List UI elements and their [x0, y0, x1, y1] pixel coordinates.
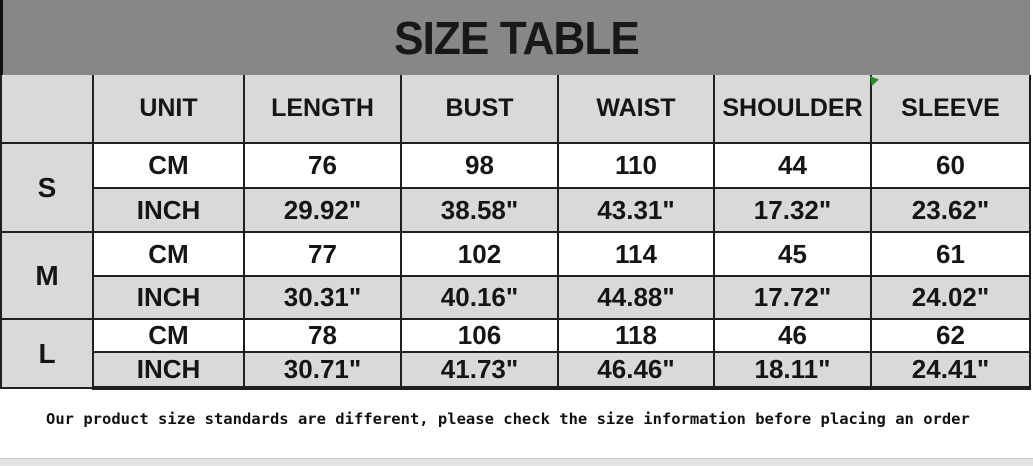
- unit-cell: INCH: [92, 275, 245, 320]
- size-disclaimer: Our product size standards are different…: [46, 410, 970, 428]
- green-glitch-icon: [870, 76, 879, 86]
- unit-cell: CM: [92, 318, 245, 353]
- value-cell: 61: [870, 231, 1031, 277]
- value-cell: 29.92": [243, 187, 402, 233]
- value-cell: 78: [243, 318, 402, 353]
- value-cell: 60: [870, 142, 1031, 189]
- col-header-length: LENGTH: [243, 75, 402, 144]
- size-label-s: S: [0, 142, 94, 233]
- value-cell: 18.11": [713, 351, 872, 390]
- col-header-unit: UNIT: [92, 75, 245, 144]
- col-header-waist: WAIST: [557, 75, 715, 144]
- value-cell: 62: [870, 318, 1031, 353]
- value-cell: 30.71": [243, 351, 402, 390]
- table-row: INCH 30.31" 40.16" 44.88" 17.72" 24.02": [1, 275, 1031, 320]
- value-cell: 17.32": [713, 187, 872, 233]
- value-cell: 110: [557, 142, 715, 189]
- page-title: SIZE TABLE: [394, 11, 640, 64]
- value-cell: 30.31": [243, 275, 402, 320]
- unit-cell: INCH: [92, 351, 245, 390]
- value-cell: 77: [243, 231, 402, 277]
- col-header-shoulder: SHOULDER: [713, 75, 872, 144]
- col-header-bust: BUST: [400, 75, 559, 144]
- bottom-edge-strip: [0, 458, 1033, 466]
- value-cell: 24.02": [870, 275, 1031, 320]
- header-row: UNIT LENGTH BUST WAIST SHOULDER SLEEVE: [0, 75, 1031, 144]
- table-row: M CM 77 102 114 45 61: [0, 231, 1031, 320]
- value-cell: 46: [713, 318, 872, 353]
- value-cell: 44: [713, 142, 872, 189]
- unit-cell: CM: [92, 142, 245, 189]
- table-row: S CM 76 98 110 44 60: [0, 142, 1031, 233]
- table-row: L CM 78 106 118 46 62: [0, 318, 1031, 389]
- value-cell: 45: [713, 231, 872, 277]
- value-cell: 114: [557, 231, 715, 277]
- unit-cell: CM: [92, 231, 245, 277]
- unit-cell: INCH: [92, 187, 245, 233]
- value-cell: 76: [243, 142, 402, 189]
- table-row: INCH 30.71" 41.73" 46.46" 18.11" 24.41": [1, 351, 1031, 390]
- value-cell: 46.46": [557, 351, 715, 390]
- value-cell: 106: [400, 318, 559, 353]
- value-cell: 44.88": [557, 275, 715, 320]
- size-label-l: L: [0, 318, 94, 389]
- value-cell: 17.72": [713, 275, 872, 320]
- size-table: UNIT LENGTH BUST WAIST SHOULDER SLEEVE S…: [0, 75, 1031, 390]
- size-label-m: M: [0, 231, 94, 320]
- value-cell: 24.41": [870, 351, 1031, 390]
- value-cell: 23.62": [870, 187, 1031, 233]
- value-cell: 98: [400, 142, 559, 189]
- value-cell: 40.16": [400, 275, 559, 320]
- value-cell: 102: [400, 231, 559, 277]
- value-cell: 118: [557, 318, 715, 353]
- table-row: INCH 29.92" 38.58" 43.31" 17.32" 23.62": [1, 187, 1031, 233]
- banner: SIZE TABLE: [0, 0, 1030, 75]
- col-header-sleeve: SLEEVE: [870, 75, 1031, 144]
- value-cell: 43.31": [557, 187, 715, 233]
- value-cell: 38.58": [400, 187, 559, 233]
- value-cell: 41.73": [400, 351, 559, 390]
- corner-diagonal-cell: [0, 75, 94, 144]
